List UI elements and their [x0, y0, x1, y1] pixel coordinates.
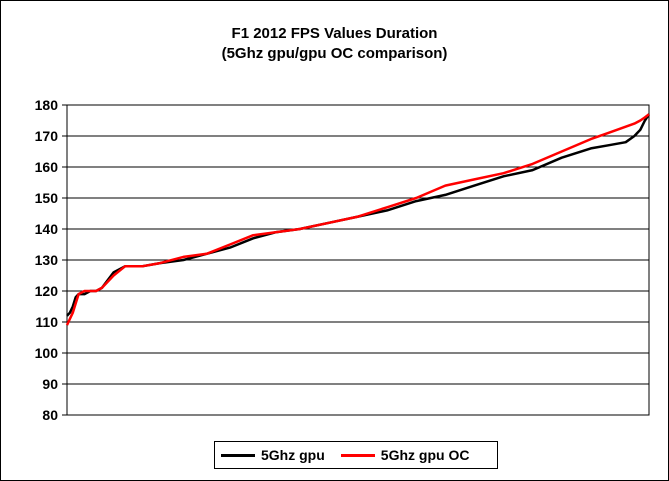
series-lines	[65, 113, 651, 326]
legend: 5Ghz gpu 5Ghz gpu OC	[214, 441, 498, 469]
legend-swatch-red	[340, 453, 375, 457]
y-tick-label-90: 90	[42, 376, 58, 392]
y-tick-label-170: 170	[35, 128, 59, 144]
y-tick-label-150: 150	[35, 190, 59, 206]
legend-label-5ghz-gpu: 5Ghz gpu	[261, 447, 325, 463]
y-tick-label-160: 160	[35, 159, 59, 175]
y-tick-label-130: 130	[35, 252, 59, 268]
y-tick-label-110: 110	[35, 314, 58, 330]
chart-title: F1 2012 FPS Values Duration	[231, 25, 438, 42]
legend-swatch-black	[221, 453, 255, 457]
y-tick-label-140: 140	[35, 221, 59, 237]
y-tick-label-120: 120	[35, 283, 59, 299]
y-tick-label-80: 80	[42, 407, 58, 423]
legend-item-5ghz-gpu-oc: 5Ghz gpu OC	[340, 447, 470, 463]
series-line-5ghz-gpu-oc	[65, 113, 650, 326]
y-tick-label-100: 100	[35, 345, 59, 361]
y-tick-label-180: 180	[35, 97, 59, 113]
legend-item-5ghz-gpu: 5Ghz gpu	[221, 447, 325, 463]
gridlines	[67, 135, 649, 385]
y-axis-ticks: 180 170 160 150 140 130 120 110 100 90 80	[35, 97, 67, 423]
legend-label-5ghz-gpu-oc: 5Ghz gpu OC	[380, 447, 470, 463]
chart-subtitle: (5Ghz gpu/gpu OC comparison)	[221, 45, 448, 62]
